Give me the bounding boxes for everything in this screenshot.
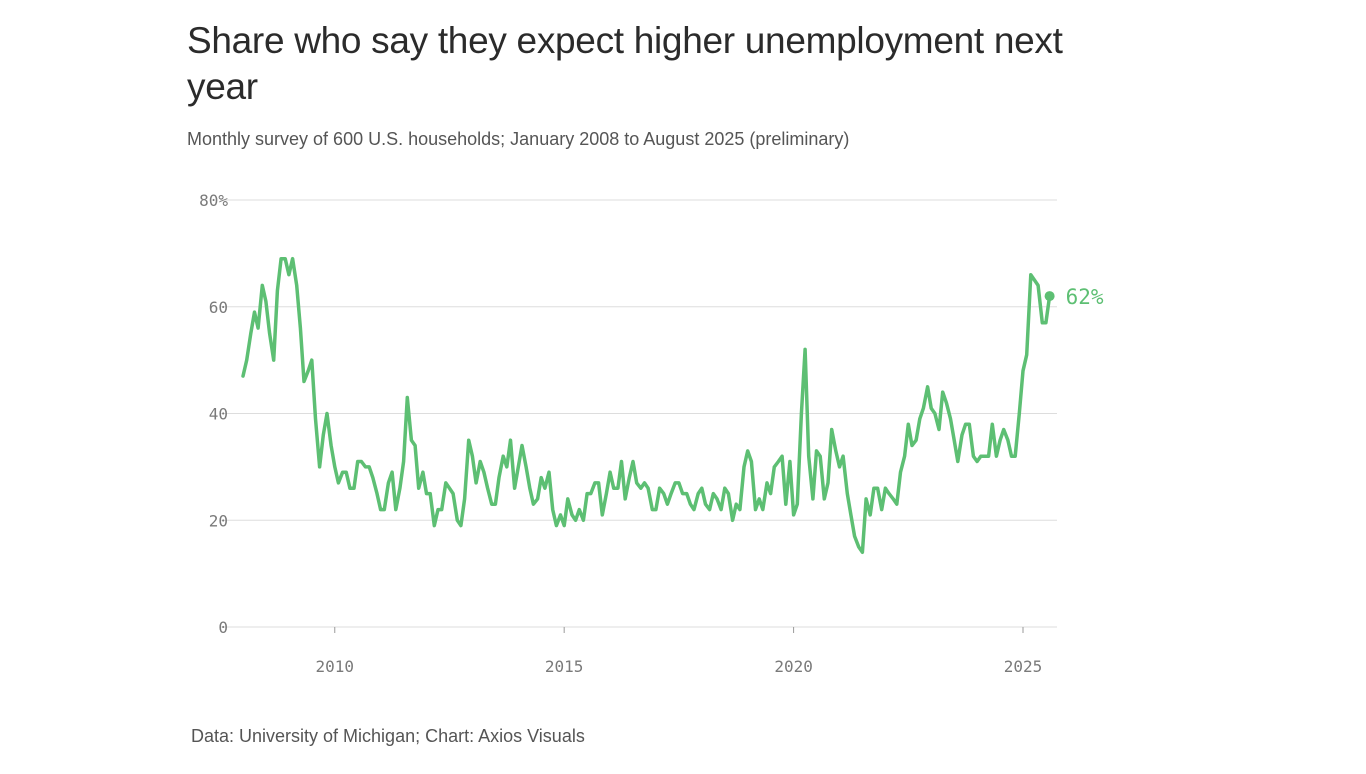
chart-title: Share who say they expect higher unemplo…	[187, 20, 1063, 107]
chart-subtitle: Monthly survey of 600 U.S. households; J…	[187, 129, 850, 149]
x-tick-label-0: 2010	[315, 657, 354, 676]
y-tick-label-0: 0	[218, 618, 228, 637]
x-tick-label-1: 2015	[545, 657, 584, 676]
y-tick-label-1: 20	[209, 511, 228, 530]
x-axis-ticks: 2010 2015 2020 2025	[315, 627, 1042, 676]
series-layer: 62%	[241, 256, 1104, 555]
chart-source: Data: University of Michigan; Chart: Axi…	[191, 726, 585, 746]
series-line-0	[241, 256, 1052, 555]
x-tick-label-3: 2025	[1004, 657, 1043, 676]
y-tick-label-3: 60	[209, 298, 228, 317]
y-tick-label-2: 40	[209, 405, 228, 424]
x-tick-label-2: 2020	[774, 657, 813, 676]
last-value-label: 62%	[1066, 285, 1104, 309]
last-point-marker	[1044, 291, 1055, 302]
grid-lines	[220, 199, 1057, 628]
y-tick-label-4: 80%	[199, 191, 228, 210]
y-axis-ticks: 0 20 40 60 80%	[199, 191, 228, 637]
line-chart: 0 20 40 60 80% 2010 2015 2020 2025 62%	[199, 191, 1104, 676]
